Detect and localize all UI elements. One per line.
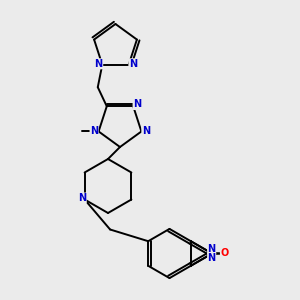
Text: O: O	[220, 248, 229, 259]
Text: N: N	[129, 59, 137, 69]
Text: N: N	[90, 126, 98, 136]
Text: N: N	[208, 244, 216, 254]
Text: N: N	[208, 253, 216, 263]
Text: N: N	[142, 127, 150, 136]
Text: N: N	[78, 193, 86, 203]
Text: N: N	[94, 59, 103, 69]
Text: N: N	[133, 100, 141, 110]
